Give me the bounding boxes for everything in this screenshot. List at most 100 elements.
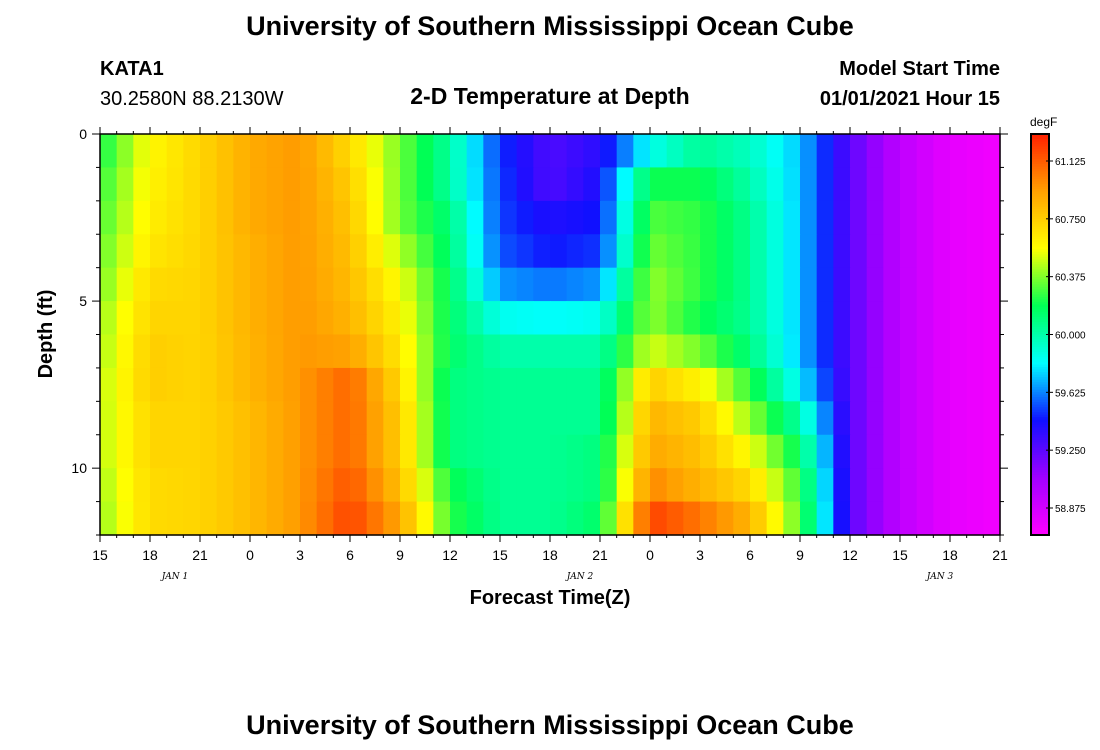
heatmap-cell <box>850 167 868 202</box>
heatmap-cell <box>883 434 901 469</box>
heatmap-cell <box>216 468 234 503</box>
heatmap-cell <box>766 367 784 402</box>
heatmap-cell <box>583 468 601 503</box>
colorbar-swatch <box>1031 517 1049 521</box>
x-tick-label: 15 <box>492 547 508 563</box>
heatmap-cell <box>133 267 151 302</box>
heatmap-cell <box>633 200 651 235</box>
colorbar-tick-label: 59.625 <box>1055 388 1086 399</box>
heatmap-cell <box>283 468 301 503</box>
heatmap-cell <box>983 267 1001 302</box>
heatmap-cell <box>633 167 651 202</box>
colorbar-swatch <box>1031 364 1049 368</box>
colorbar-swatch <box>1031 154 1049 158</box>
heatmap-cell <box>516 334 534 369</box>
heatmap-cell <box>566 234 584 269</box>
heatmap-cell <box>366 501 384 536</box>
heatmap-cell <box>416 200 434 235</box>
colorbar-swatch <box>1031 449 1049 453</box>
heatmap-cell <box>883 468 901 503</box>
heatmap-cell <box>183 367 201 402</box>
heatmap-cell <box>100 434 118 469</box>
heatmap-cell <box>166 501 184 536</box>
heatmap-cell <box>133 434 151 469</box>
heatmap-cell <box>183 401 201 436</box>
colorbar-swatch <box>1031 357 1049 361</box>
heatmap-cell <box>366 167 384 202</box>
heatmap-cell <box>683 301 701 336</box>
heatmap-cell <box>700 234 718 269</box>
heatmap-cell <box>150 401 168 436</box>
heatmap-cell <box>333 501 351 536</box>
heatmap-cell <box>766 234 784 269</box>
heatmap-cell <box>150 234 168 269</box>
heatmap-cell <box>333 334 351 369</box>
heatmap-cell <box>950 501 968 536</box>
heatmap-cell <box>350 434 368 469</box>
heatmap-cell <box>866 468 884 503</box>
heatmap-cell <box>383 134 401 169</box>
heatmap-cell <box>616 267 634 302</box>
heatmap-cell <box>316 334 334 369</box>
heatmap-cell <box>816 167 834 202</box>
colorbar-swatch <box>1031 522 1049 526</box>
heatmap-cell <box>416 468 434 503</box>
heatmap-cell <box>166 167 184 202</box>
colorbar-swatch <box>1031 186 1049 190</box>
x-axis-ticks: 15 18 21 0 3 6 9 12 15 18 21 0 3 6 9 12 15 18 21 <box>92 127 1008 563</box>
heatmap-cell <box>383 501 401 536</box>
heatmap-cell <box>566 334 584 369</box>
heatmap-cell <box>883 401 901 436</box>
heatmap-cell <box>800 200 818 235</box>
heatmap-cell <box>416 334 434 369</box>
heatmap-cell <box>983 167 1001 202</box>
heatmap-cell <box>766 501 784 536</box>
heatmap-cell <box>666 468 684 503</box>
colorbar-swatch <box>1031 139 1049 143</box>
heatmap-cell <box>566 401 584 436</box>
heatmap-cell <box>966 134 984 169</box>
heatmap-cell <box>600 234 618 269</box>
colorbar-swatch <box>1031 469 1049 473</box>
heatmap-cell <box>883 501 901 536</box>
heatmap-cell <box>350 501 368 536</box>
heatmap-cell <box>116 468 134 503</box>
colorbar-swatch <box>1031 211 1049 215</box>
heatmap-cell <box>466 434 484 469</box>
heatmap-cell <box>133 134 151 169</box>
heatmap-cell <box>683 401 701 436</box>
heatmap-cell <box>566 267 584 302</box>
heatmap-cell <box>233 367 251 402</box>
heatmap-cell <box>950 468 968 503</box>
colorbar-swatch <box>1031 442 1049 446</box>
heatmap-cell <box>700 434 718 469</box>
heatmap-cell <box>783 401 801 436</box>
colorbar-swatch <box>1031 174 1049 178</box>
colorbar-swatch <box>1031 286 1049 290</box>
heatmap-cell <box>883 167 901 202</box>
heatmap-cell <box>100 267 118 302</box>
heatmap-cell <box>350 367 368 402</box>
heatmap-cell <box>716 501 734 536</box>
heatmap-cell <box>616 200 634 235</box>
heatmap-cell <box>433 200 451 235</box>
heatmap-cell <box>400 301 418 336</box>
heatmap-cell <box>750 301 768 336</box>
heatmap-cell <box>433 167 451 202</box>
colorbar-swatch <box>1031 169 1049 173</box>
colorbar-swatch <box>1031 234 1049 238</box>
heatmap-cell <box>116 267 134 302</box>
heatmap-cell <box>550 334 568 369</box>
heatmap-cell <box>833 468 851 503</box>
heatmap-cell <box>833 267 851 302</box>
heatmap-cell <box>100 468 118 503</box>
heatmap-cell <box>700 468 718 503</box>
heatmap-cell <box>150 334 168 369</box>
colorbar-swatch <box>1031 457 1049 461</box>
x-tick-label: 0 <box>646 547 654 563</box>
heatmap-cell <box>866 200 884 235</box>
heatmap-cell <box>133 301 151 336</box>
heatmap-cell <box>416 367 434 402</box>
heatmap-cell <box>783 134 801 169</box>
colorbar-swatch <box>1031 141 1049 145</box>
